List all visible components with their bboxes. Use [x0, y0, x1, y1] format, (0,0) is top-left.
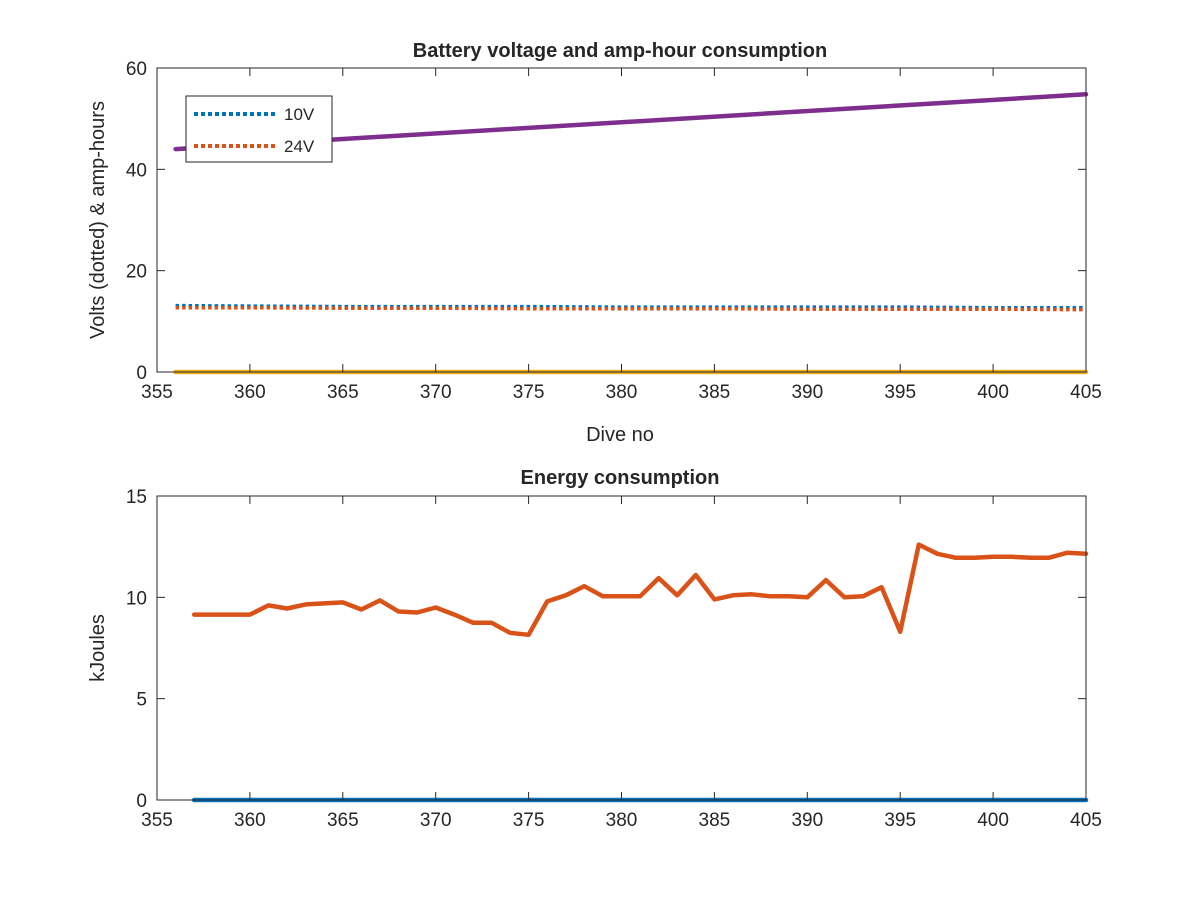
top-plot-title: Battery voltage and amp-hour consumption — [413, 40, 827, 62]
top-ytick-label: 60 — [126, 59, 147, 80]
top-ytick-label: 0 — [136, 363, 147, 384]
top-series-10v — [175, 303, 1086, 310]
bottom-ytick-label: 10 — [126, 588, 147, 609]
bottom-ytick-label: 15 — [126, 487, 147, 508]
top-plot-xlabel: Dive no — [586, 424, 654, 446]
top-plot-ylabel: Volts (dotted) & amp-hours — [87, 101, 109, 339]
top-plot: Battery voltage and amp-hour consumption… — [87, 40, 1102, 446]
bottom-xtick-label: 355 — [141, 810, 173, 831]
bottom-xtick-label: 390 — [791, 810, 823, 831]
bottom-ytick-label: 5 — [136, 690, 147, 711]
top-xtick-label: 385 — [699, 382, 731, 403]
bottom-plot-ylabel: kJoules — [87, 614, 109, 682]
bottom-xtick-label: 365 — [327, 810, 359, 831]
top-series-24v — [175, 305, 1087, 312]
bottom-ytick-label: 0 — [136, 791, 147, 812]
bottom-xtick-label: 360 — [234, 810, 266, 831]
top-xtick-label: 365 — [327, 382, 359, 403]
bottom-xtick-label: 380 — [606, 810, 638, 831]
top-xtick-label: 405 — [1070, 382, 1102, 403]
top-legend-label-24v: 24V — [284, 137, 315, 156]
bottom-xtick-label: 395 — [884, 810, 916, 831]
top-ytick-label: 20 — [126, 262, 147, 283]
bottom-xtick-label: 405 — [1070, 810, 1102, 831]
bottom-xtick-label: 370 — [420, 810, 452, 831]
bottom-xtick-label: 400 — [977, 810, 1009, 831]
top-xtick-label: 400 — [977, 382, 1009, 403]
top-xtick-label: 375 — [513, 382, 545, 403]
top-ytick-label: 40 — [126, 160, 147, 181]
top-xtick-label: 370 — [420, 382, 452, 403]
bottom-xtick-label: 375 — [513, 810, 545, 831]
top-legend-label-10v: 10V — [284, 105, 315, 124]
bottom-plot-title: Energy consumption — [521, 467, 720, 489]
top-xtick-label: 390 — [791, 382, 823, 403]
top-legend-box — [185, 95, 333, 163]
top-legend: 10V 24V — [185, 95, 333, 163]
top-xtick-label: 380 — [606, 382, 638, 403]
bottom-series-0 — [191, 542, 1089, 638]
top-xtick-label: 355 — [141, 382, 173, 403]
top-xtick-label: 360 — [234, 382, 266, 403]
bottom-xtick-label: 385 — [699, 810, 731, 831]
top-xtick-label: 395 — [884, 382, 916, 403]
bottom-plot: Energy consumption kJoules 355 360 365 370 3… — [87, 467, 1102, 831]
